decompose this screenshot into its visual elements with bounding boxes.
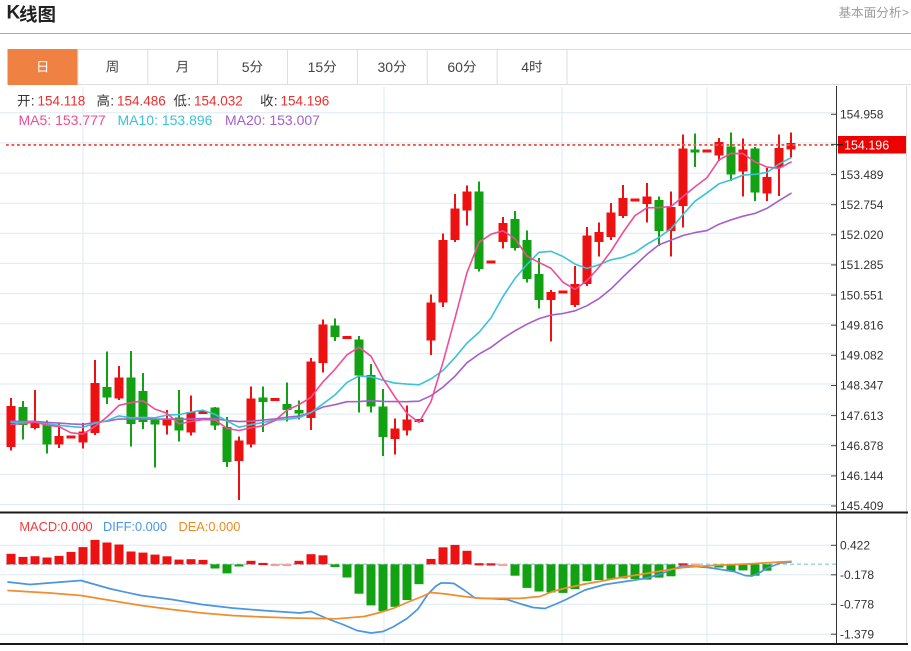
svg-text:154.118: 154.118	[38, 94, 86, 109]
svg-text::: :	[110, 93, 114, 109]
svg-text:153.489: 153.489	[840, 168, 884, 182]
svg-text:-1.379: -1.379	[840, 627, 874, 641]
svg-text:K: K	[7, 3, 21, 24]
svg-text:148.347: 148.347	[840, 379, 884, 393]
svg-text:146.878: 146.878	[840, 439, 884, 453]
svg-text:DIFF:0.000: DIFF:0.000	[103, 519, 167, 534]
svg-text:30: 30	[378, 59, 394, 75]
svg-text:149.082: 149.082	[840, 349, 884, 363]
svg-text::: :	[31, 93, 35, 109]
svg-text:>: >	[902, 6, 909, 20]
svg-text:154.032: 154.032	[194, 94, 243, 109]
svg-text:145.409: 145.409	[840, 499, 884, 513]
svg-text:60: 60	[447, 59, 463, 75]
svg-text:4: 4	[521, 59, 529, 75]
svg-text:152.020: 152.020	[840, 228, 884, 242]
svg-text:154.486: 154.486	[117, 94, 166, 109]
svg-text::: :	[274, 93, 278, 109]
svg-text:154.196: 154.196	[281, 94, 330, 109]
svg-text:MACD:0.000: MACD:0.000	[19, 519, 92, 534]
svg-text:-0.178: -0.178	[840, 568, 874, 582]
svg-text:154.958: 154.958	[840, 108, 884, 122]
svg-text:154.196: 154.196	[844, 138, 889, 152]
svg-text:0.422: 0.422	[840, 539, 870, 553]
svg-text:149.816: 149.816	[840, 318, 884, 332]
svg-text:151.285: 151.285	[840, 258, 884, 272]
svg-text:15: 15	[308, 59, 324, 75]
svg-text:MA20: 153.007: MA20: 153.007	[225, 112, 320, 128]
svg-text:147.613: 147.613	[840, 409, 884, 423]
svg-text:-0.778: -0.778	[840, 598, 874, 612]
svg-text:DEA:0.000: DEA:0.000	[179, 519, 241, 534]
svg-text:MA5: 153.777: MA5: 153.777	[19, 112, 106, 128]
svg-text:146.144: 146.144	[840, 469, 884, 483]
svg-text:MA10: 153.896: MA10: 153.896	[118, 112, 213, 128]
svg-text:152.754: 152.754	[840, 198, 884, 212]
svg-text:5: 5	[242, 59, 250, 75]
svg-text::: :	[187, 93, 191, 109]
svg-text:150.551: 150.551	[840, 288, 884, 302]
